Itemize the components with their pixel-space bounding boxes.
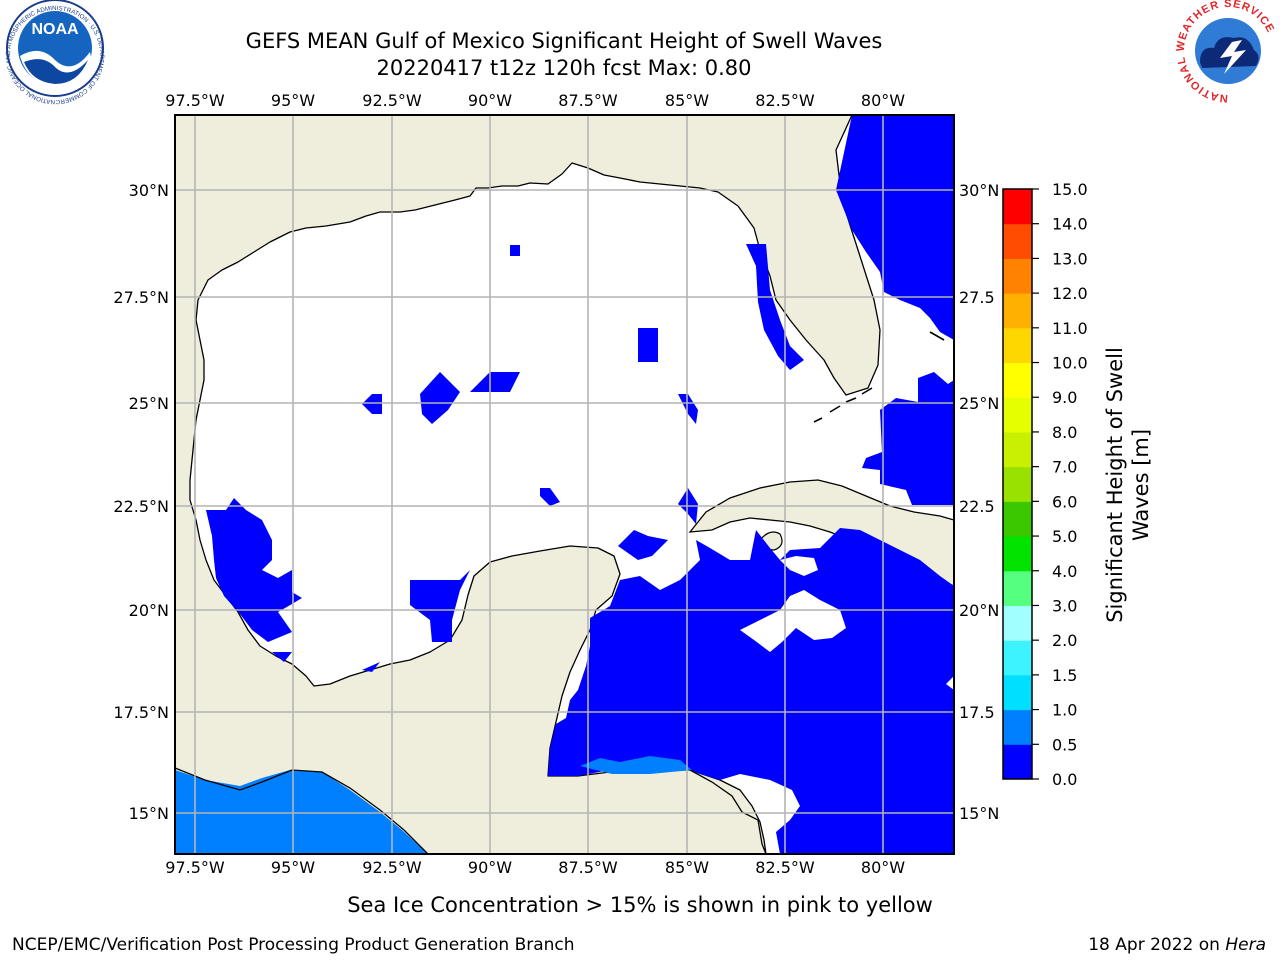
colorbar-tick-label: 7.0 xyxy=(1052,458,1077,477)
colorbar-tick-label: 0.5 xyxy=(1052,735,1077,754)
svg-text:30°N: 30°N xyxy=(959,181,999,200)
svg-text:90°W: 90°W xyxy=(468,91,512,110)
svg-text:87.5°W: 87.5°W xyxy=(558,91,618,110)
colorbar-frame xyxy=(1002,188,1033,780)
svg-text:22.5°N: 22.5°N xyxy=(113,497,169,516)
colorbar-swatch xyxy=(1003,709,1032,745)
svg-text:82.5°W: 82.5°W xyxy=(755,91,815,110)
svg-text:95°W: 95°W xyxy=(271,91,315,110)
svg-text:97.5°W: 97.5°W xyxy=(165,858,225,877)
sea-ice-note: Sea Ice Concentration > 15% is shown in … xyxy=(347,893,933,917)
colorbar-swatch xyxy=(1003,501,1032,537)
colorbar-tick-label: 3.0 xyxy=(1052,596,1077,615)
colorbar-swatch xyxy=(1003,293,1032,329)
colorbar-swatch xyxy=(1003,640,1032,676)
map-subtitle: 20220417 t12z 120h fcst Max: 0.80 xyxy=(377,56,752,80)
svg-text:85°W: 85°W xyxy=(665,858,709,877)
svg-text:80°W: 80°W xyxy=(861,858,905,877)
colorbar-swatch xyxy=(1003,744,1032,780)
colorbar-tick-label: 0.0 xyxy=(1052,770,1077,789)
svg-text:25°N: 25°N xyxy=(129,394,169,413)
svg-text:15°N: 15°N xyxy=(959,804,999,823)
svg-text:17.5: 17.5 xyxy=(959,703,995,722)
svg-text:20°N: 20°N xyxy=(129,601,169,620)
noaa-logo-text: NOAA xyxy=(31,21,79,38)
lat-labels-left: 30°N 27.5°N 25°N 22.5°N 20°N 17.5°N 15°N xyxy=(113,181,169,823)
nws-logo: NATIONAL WEATHER SERVICE xyxy=(1175,0,1278,104)
svg-text:80°W: 80°W xyxy=(861,91,905,110)
colorbar-tick-label: 1.0 xyxy=(1052,701,1077,720)
svg-text:22.5: 22.5 xyxy=(959,497,995,516)
colorbar-tick-label: 2.0 xyxy=(1052,631,1077,650)
map-frame xyxy=(174,114,955,855)
graticule xyxy=(175,115,954,854)
colorbar-swatch xyxy=(1003,466,1032,502)
swell-contour-honduras xyxy=(580,756,692,774)
svg-text:25°N: 25°N xyxy=(959,394,999,413)
colorbar-tick-label: 10.0 xyxy=(1052,354,1088,373)
colorbar-swatch xyxy=(1003,258,1032,294)
svg-text:92.5°W: 92.5°W xyxy=(362,858,422,877)
svg-text:17.5°N: 17.5°N xyxy=(113,703,169,722)
colorbar-tick-label: 5.0 xyxy=(1052,527,1077,546)
colorbar-swatch xyxy=(1003,674,1032,711)
map-panel xyxy=(174,114,955,855)
colorbar-label-2: Waves [m] xyxy=(1129,429,1153,541)
colorbar-tick-label: 9.0 xyxy=(1052,388,1077,407)
colorbar-tick-label: 11.0 xyxy=(1052,319,1088,338)
lat-labels-right: 30°N 27.5 25°N 22.5 20°N 17.5 15°N xyxy=(959,181,999,823)
colorbar-swatch xyxy=(1003,189,1032,225)
colorbar-swatch xyxy=(1003,605,1032,641)
svg-text:27.5: 27.5 xyxy=(959,288,995,307)
colorbar-label-1: Significant Height of Swell xyxy=(1103,347,1127,623)
colorbar: 15.0 14.0 13.0 12.0 11.0 10.0 9.0 8.0 7.0 6.0 5.0 4… xyxy=(1002,180,1153,789)
svg-text:15°N: 15°N xyxy=(129,804,169,823)
svg-text:82.5°W: 82.5°W xyxy=(755,858,815,877)
lon-labels-top: 97.5°W 95°W 92.5°W 90°W 87.5°W 85°W 82.5… xyxy=(165,91,905,110)
svg-text:85°W: 85°W xyxy=(665,91,709,110)
colorbar-tick-label: 8.0 xyxy=(1052,423,1077,442)
colorbar-swatch xyxy=(1003,223,1032,259)
colorbar-swatch xyxy=(1003,362,1032,398)
colorbar-tick-label: 12.0 xyxy=(1052,284,1088,303)
colorbar-tick-label: 14.0 xyxy=(1052,215,1088,234)
noaa-logo: NOAA NATIONAL OCEANIC AND ATMOSPHERIC AD… xyxy=(0,0,105,105)
footer-credit: NCEP/EMC/Verification Post Processing Pr… xyxy=(12,935,575,955)
svg-text:97.5°W: 97.5°W xyxy=(165,91,225,110)
map-title: GEFS MEAN Gulf of Mexico Significant Hei… xyxy=(246,29,883,53)
colorbar-swatch xyxy=(1003,397,1032,433)
svg-text:30°N: 30°N xyxy=(129,181,169,200)
colorbar-tick-label: 6.0 xyxy=(1052,492,1077,511)
colorbar-swatch xyxy=(1003,536,1032,572)
footer-date: 18 Apr 2022 on Hera xyxy=(1088,935,1266,955)
svg-text:20°N: 20°N xyxy=(959,601,999,620)
svg-text:95°W: 95°W xyxy=(271,858,315,877)
swell-contour-pacific xyxy=(175,770,428,854)
colorbar-swatch xyxy=(1003,327,1032,364)
colorbar-tick-label: 1.5 xyxy=(1052,666,1077,685)
colorbar-swatch xyxy=(1003,431,1032,468)
colorbar-tick-label: 13.0 xyxy=(1052,249,1088,268)
svg-text:87.5°W: 87.5°W xyxy=(558,858,618,877)
colorbar-tick-label: 4.0 xyxy=(1052,562,1077,581)
colorbar-swatch xyxy=(1003,570,1032,606)
svg-text:92.5°W: 92.5°W xyxy=(362,91,422,110)
colorbar-tick-label: 15.0 xyxy=(1052,180,1088,199)
svg-text:90°W: 90°W xyxy=(468,858,512,877)
lon-labels-bottom: 97.5°W 95°W 92.5°W 90°W 87.5°W 85°W 82.5… xyxy=(165,858,905,877)
svg-text:27.5°N: 27.5°N xyxy=(113,288,169,307)
